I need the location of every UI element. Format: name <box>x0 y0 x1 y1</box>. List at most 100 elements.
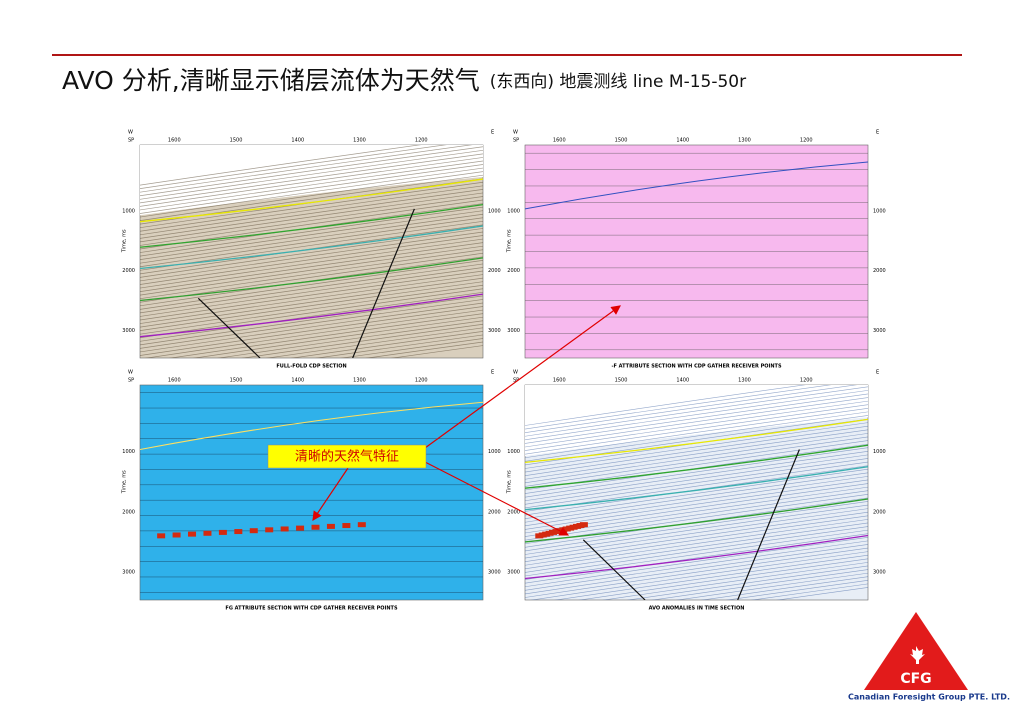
reflector <box>140 189 483 239</box>
reflector <box>140 267 483 317</box>
panel-content <box>525 385 868 600</box>
sp-tick-label: 1400 <box>676 138 689 144</box>
reflector <box>525 390 868 441</box>
reflector <box>140 171 483 221</box>
seismic-panel: W E SP 1600 1500 1400 1300 1200 1000 1000 2000 2000… <box>122 370 501 612</box>
fault <box>582 539 646 600</box>
gas-anomaly <box>203 530 212 536</box>
east-label: E <box>491 370 494 376</box>
gas-anomaly <box>579 522 588 528</box>
callout-text: 清晰的天然气特征 <box>295 449 399 465</box>
event <box>525 161 868 210</box>
company-name: Canadian Foresight Group PTE. LTD. <box>848 693 1010 702</box>
logo: CFG Canadian Foresight Group PTE. LTD. <box>848 612 1010 702</box>
reflector <box>140 231 483 282</box>
gas-anomaly <box>326 523 335 529</box>
reflector <box>525 522 868 573</box>
horizon <box>140 257 483 302</box>
horizon <box>525 498 868 543</box>
gas-anomaly <box>265 527 274 533</box>
sp-tick-label: 1200 <box>800 138 813 144</box>
time-tick-label: 2000 <box>507 268 520 274</box>
west-label: W <box>128 130 133 136</box>
panel-caption: -F ATTRIBUTE SECTION WITH CDP GATHER REC… <box>611 364 782 370</box>
sp-tick-label: 1600 <box>553 378 566 384</box>
reflector <box>140 160 483 211</box>
time-tick-label: 2000 <box>873 509 886 515</box>
reflector <box>626 565 868 600</box>
reflector <box>340 338 483 358</box>
reflector <box>530 551 868 600</box>
gas-anomaly <box>296 525 305 531</box>
reflector <box>140 146 483 197</box>
reflector <box>525 422 868 473</box>
reflector <box>192 316 483 358</box>
gas-anomaly <box>172 532 181 538</box>
panel-content <box>525 152 868 351</box>
reflector <box>525 501 868 552</box>
reflector <box>525 447 868 498</box>
reflector <box>140 235 483 285</box>
reflector <box>140 206 483 257</box>
time-tick-label: 3000 <box>507 570 520 576</box>
time-tick-label: 3000 <box>488 570 501 576</box>
reflector <box>578 558 868 600</box>
reflector <box>525 536 868 588</box>
reflector <box>525 504 868 555</box>
reflector <box>525 533 868 584</box>
reflector <box>140 295 483 346</box>
reflector <box>140 277 483 328</box>
axis-label: Time, ms <box>122 470 128 494</box>
sp-tick-label: 1500 <box>615 378 628 384</box>
time-tick-label: 3000 <box>873 570 886 576</box>
sp-tick-label: 1600 <box>168 378 181 384</box>
reflector <box>525 529 868 580</box>
reflector <box>140 274 483 324</box>
reflector <box>140 213 483 264</box>
reflector <box>775 587 868 600</box>
horizon <box>140 293 483 338</box>
sky <box>140 145 483 216</box>
seismic-panel: W E SP 1600 1500 1400 1300 1200 1000 1000 2000 2000… <box>122 130 501 370</box>
sp-tick-label: 1400 <box>676 378 689 384</box>
reflector <box>725 579 868 600</box>
reflector <box>525 515 868 566</box>
gas-anomaly <box>157 533 166 539</box>
axis-label: Time, ms <box>507 229 513 253</box>
sp-tick-label: 1500 <box>230 378 243 384</box>
time-tick-label: 2000 <box>507 509 520 515</box>
reflector <box>365 341 483 358</box>
reflector <box>525 411 868 462</box>
time-tick-label: 1000 <box>488 449 501 455</box>
time-tick-label: 2000 <box>873 268 886 274</box>
reflector <box>750 583 868 600</box>
horizon <box>140 178 483 223</box>
panel-bg <box>139 384 484 601</box>
reflector <box>140 185 483 236</box>
reflector <box>525 540 868 591</box>
reflector <box>144 309 483 358</box>
reflector <box>525 479 868 530</box>
time-tick-label: 2000 <box>122 268 135 274</box>
reflector <box>241 323 483 358</box>
fault <box>352 208 415 358</box>
reflector <box>140 242 483 292</box>
reflector <box>140 196 483 246</box>
event <box>140 401 483 450</box>
panel-content <box>140 392 483 593</box>
time-tick-label: 3000 <box>122 328 135 334</box>
horizon <box>525 534 868 580</box>
reflector <box>525 407 868 459</box>
gas-anomaly <box>249 528 258 534</box>
reflector <box>140 270 483 321</box>
sp-tick-label: 1500 <box>615 138 628 144</box>
sp-tick-label: 1300 <box>353 378 366 384</box>
reflector <box>525 519 868 570</box>
sp-tick-label: 1200 <box>415 378 428 384</box>
reflector <box>140 263 483 314</box>
reflector <box>315 334 483 358</box>
time-tick-label: 1000 <box>122 449 135 455</box>
reflector <box>140 238 483 289</box>
reflector <box>140 192 483 243</box>
reflector <box>140 157 483 207</box>
